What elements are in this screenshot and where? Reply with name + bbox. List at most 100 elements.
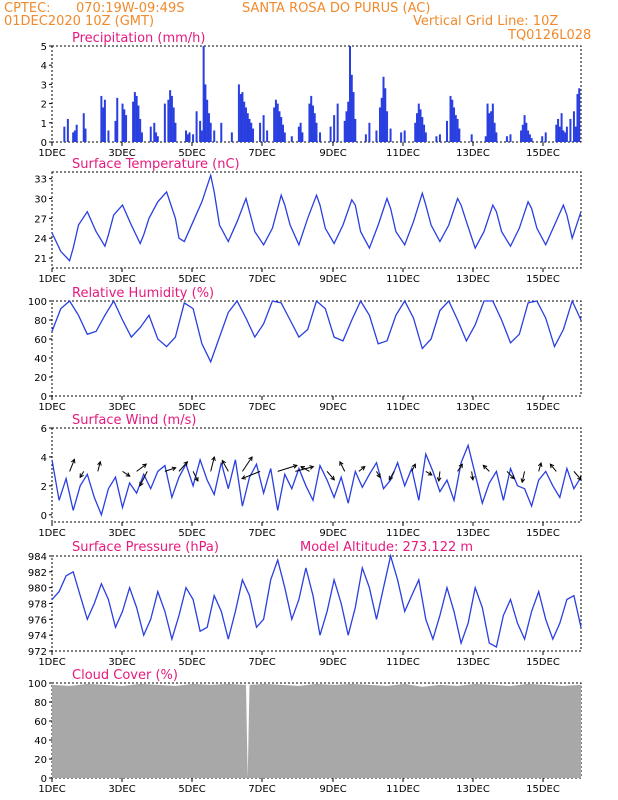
precip-bar [454,115,457,142]
press-ytick-label: 978 [28,600,47,611]
press-ytick-label: 976 [28,615,47,626]
wind-arrow [136,463,147,472]
cloud-ytick-label: 60 [34,717,47,728]
wind-frame [51,427,582,523]
temp-xtick-label: 11DEC [386,274,420,285]
wind-xtick-label: 5DEC [178,528,205,539]
precip-bar [424,132,427,142]
precip-panel: Precipitation (mm/h) 0 1 2 3 4 5 1DEC 3DEC 5DEC 7D… [38,31,582,159]
precip-bar [103,99,106,142]
precip-bar [349,46,352,142]
wind-xtick-label: 7DEC [248,528,275,539]
temp-xtick-label: 1DEC [38,274,65,285]
precip-bar [169,90,172,142]
wind-arrow-head [309,465,315,470]
wind-arrow-head [360,465,366,471]
wind-arrow-head [171,466,177,472]
wind-arrow-head [142,463,148,469]
rh-title: Relative Humidity (%) [72,286,214,301]
press-ytick-label: 972 [28,647,47,658]
precip-bar [525,122,528,142]
rh-xtick-label: 5DEC [178,402,205,413]
temp-xtick-label: 9DEC [319,274,346,285]
precip-bar [75,124,78,142]
precip-xtick-label: 11DEC [386,148,420,159]
precip-bar [153,122,156,142]
precip-bar [73,130,76,142]
precip-bar [343,120,346,142]
precip-xtick-label: 5DEC [178,148,205,159]
cloud-area [52,684,581,778]
wind-arrow [178,461,188,472]
temp-xtick-label: 7DEC [248,274,275,285]
wind-ytick-label: 6 [41,424,47,435]
precip-ytick-label: 1 [41,119,47,130]
precip-bar [133,92,136,142]
rh-series-line [51,299,582,364]
precip-bar [354,118,357,142]
precip-bar [386,111,389,142]
wind-arrow [241,470,261,480]
precip-bar [572,111,575,142]
rh-xtick-label: 13DEC [456,402,490,413]
precip-bar [266,130,269,142]
wind-arrow-head [221,459,226,465]
precip-bar [278,111,281,142]
precip-bar [199,120,202,142]
wind-arrow [482,465,490,472]
precip-xtick-label: 15DEC [526,148,560,159]
precip-bar [333,115,336,142]
wind-arrow-head [339,460,344,466]
wind-panel: Surface Wind (m/s) 0 2 4 6 1DEC 3DEC 5DEC 7DEC 9D… [38,413,582,539]
precip-bar [107,130,110,142]
wind-xtick-label: 1DEC [38,528,65,539]
precip-bar [578,88,581,142]
precip-ytick-label: 3 [41,80,47,91]
precip-bar [423,124,426,142]
wind-arrow [573,471,582,481]
precip-bar [241,92,244,142]
wind-xtick-label: 13DEC [456,528,490,539]
precip-bar [562,130,565,142]
wind-arrow [388,471,395,481]
rh-xtick-label: 15DEC [526,402,560,413]
precip-bar [521,124,524,142]
precip-ytick-label: 4 [41,61,47,72]
precip-bar [220,122,223,142]
press-xtick-label: 9DEC [319,657,346,668]
precip-bar [200,130,203,142]
precip-bar [527,130,530,142]
wind-arrow-head [97,460,102,466]
wind-series-line [51,443,582,517]
precip-bar [449,95,452,142]
temp-ytick-label: 27 [34,214,47,225]
precip-bar [274,99,277,142]
precip-bar [311,105,314,142]
wind-arrow-head [125,472,131,477]
precip-bar [453,107,456,142]
precip-title: Precipitation (mm/h) [72,31,205,46]
precip-bar [276,103,279,142]
temp-xtick-label: 5DEC [178,274,205,285]
precip-bar [520,130,523,142]
wind-arrow [376,471,381,478]
wind-ytick-label: 0 [41,511,47,522]
precip-xtick-label: 3DEC [108,148,135,159]
cloud-xtick-label: 9DEC [319,784,346,795]
precip-bar [574,126,577,142]
wind-title: Surface Wind (m/s) [72,413,196,428]
wind-arrow-head [427,471,433,476]
source-label: CPTEC: [4,1,51,16]
precip-bar [290,136,293,142]
precip-bar [555,124,558,142]
precip-bar [421,117,424,142]
precip-bar [239,94,242,142]
wind-arrow-head [510,474,515,480]
cloud-xtick-label: 13DEC [456,784,490,795]
wind-arrow-head [482,464,488,470]
wind-xtick-label: 11DEC [386,528,420,539]
wind-arrow [457,463,463,472]
precip-bar [576,94,579,142]
precip-bar [400,132,403,142]
precip-bar [416,113,419,142]
